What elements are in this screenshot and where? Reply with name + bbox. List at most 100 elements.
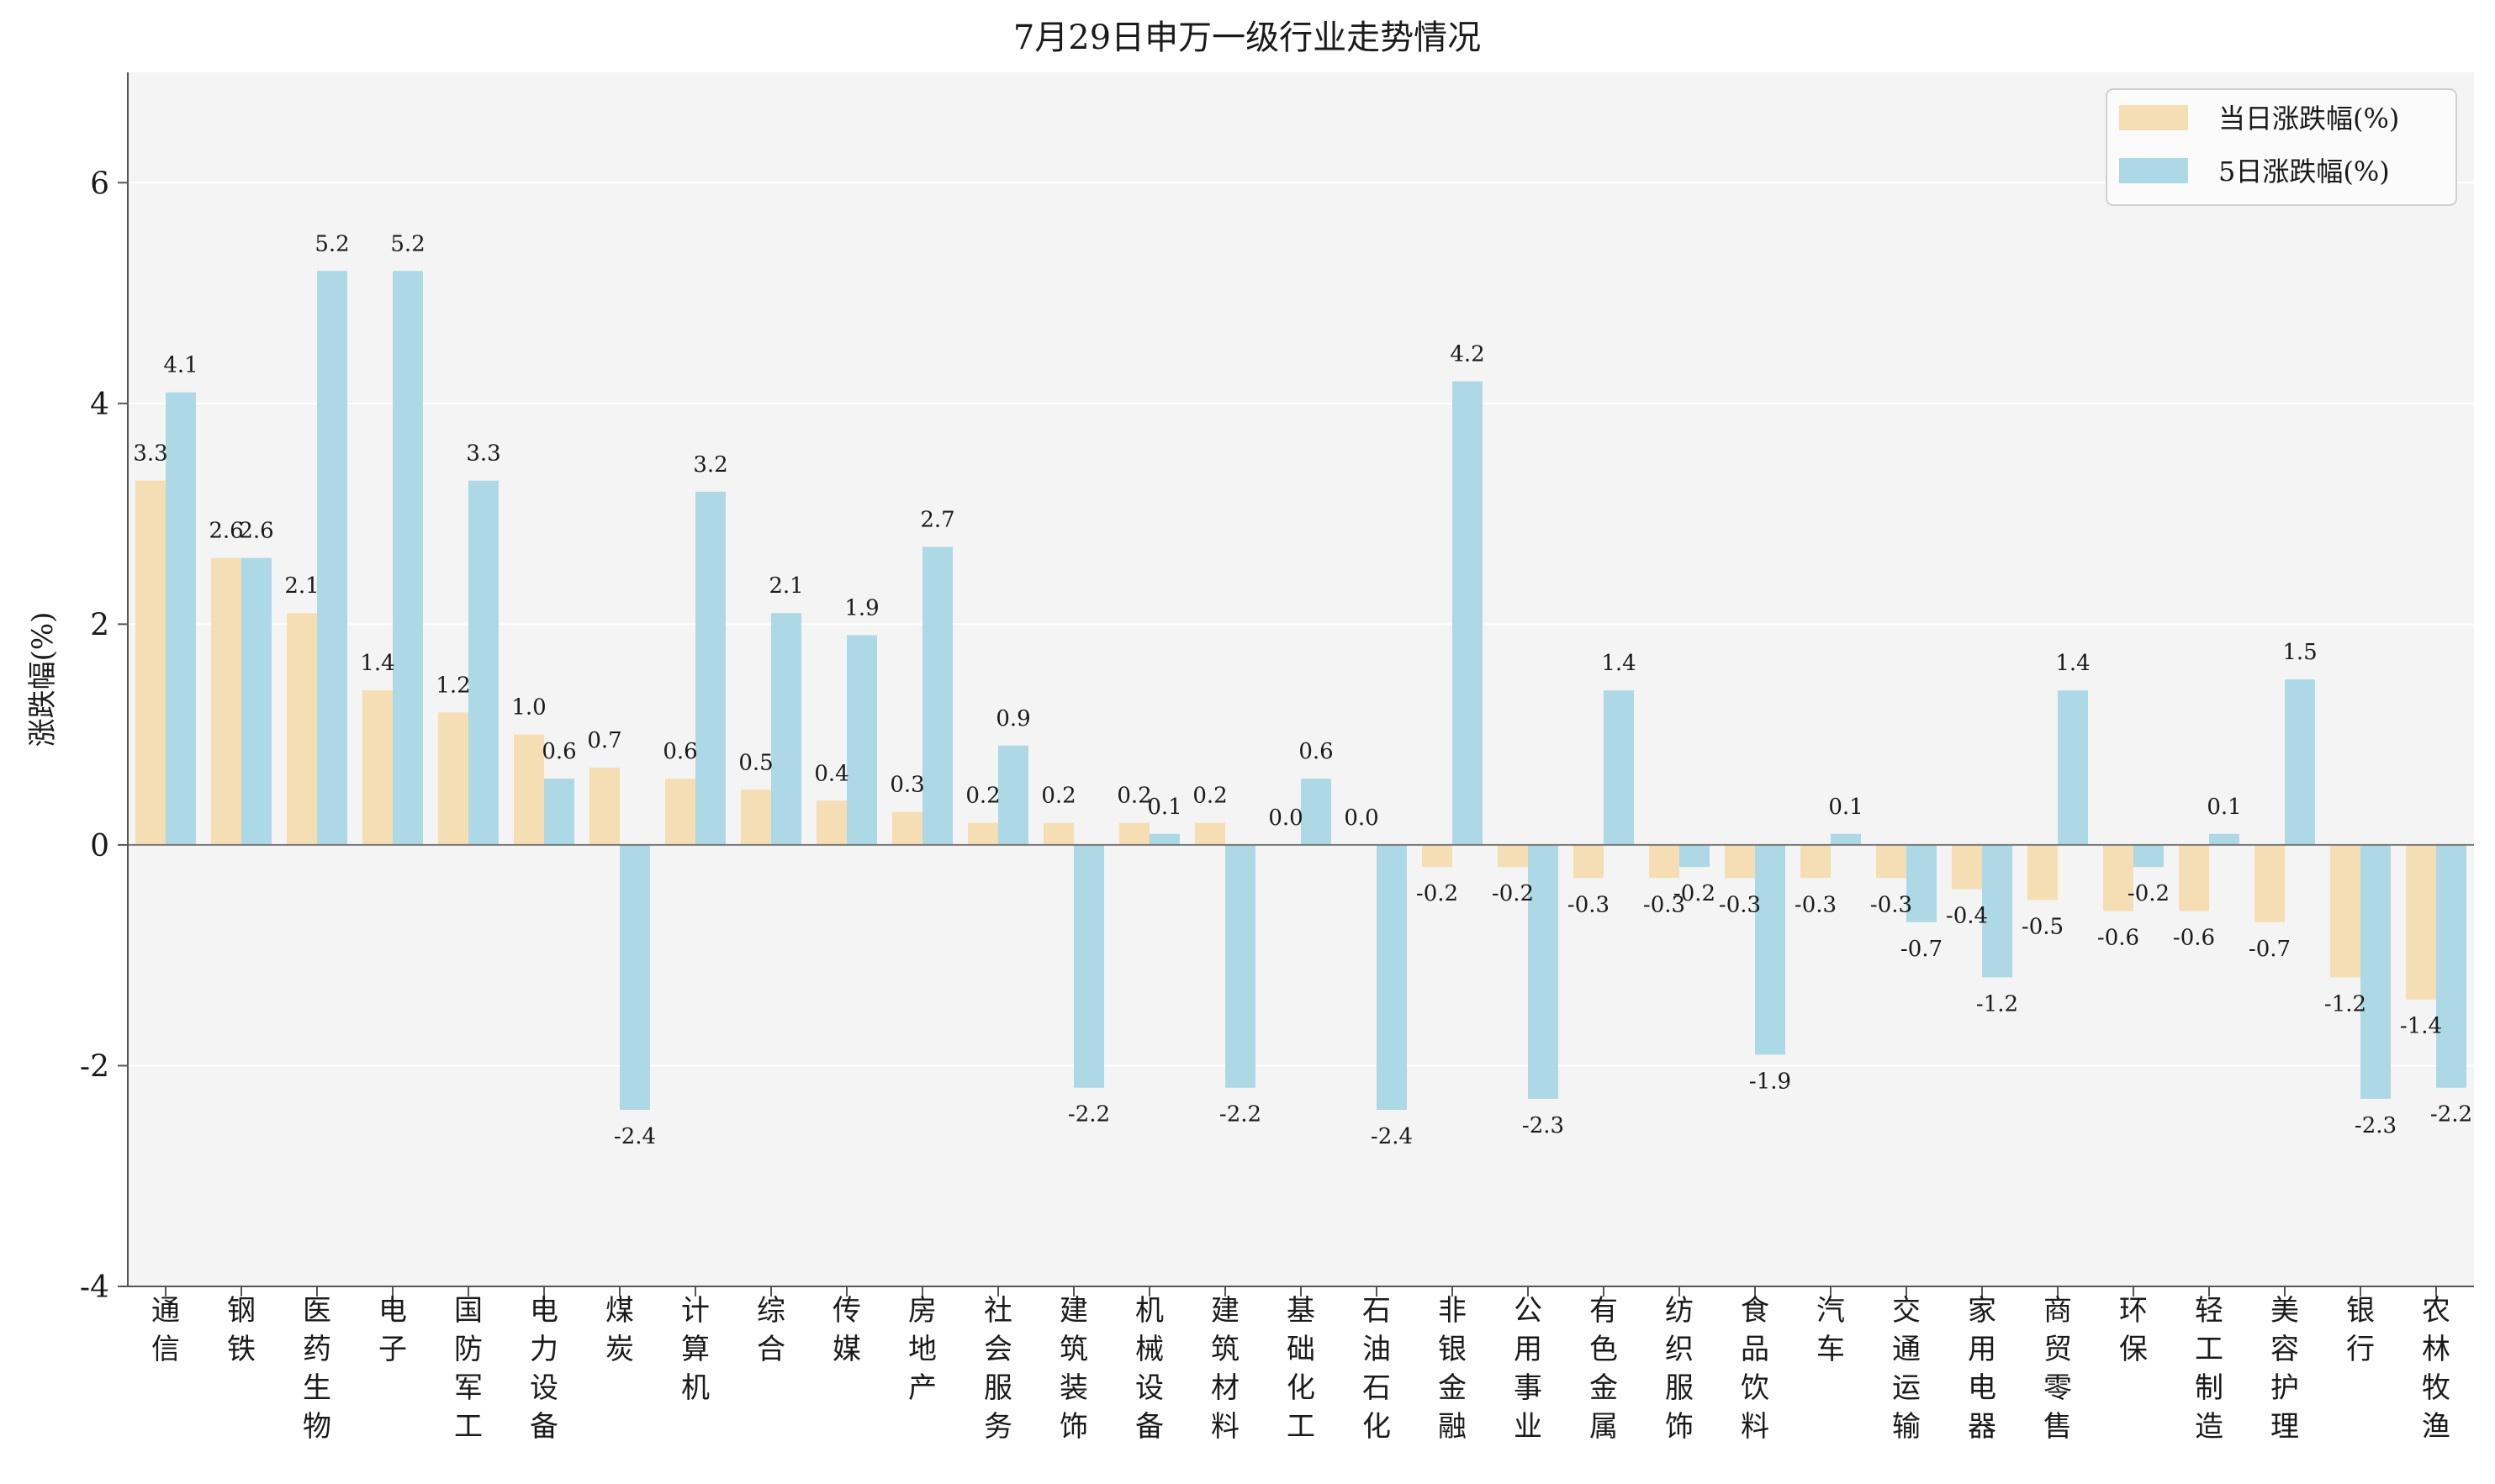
data-label-daily: -1.2 [2324,991,2366,1017]
y-tick-label: -4 [80,1270,109,1305]
data-label-daily: 1.2 [436,673,470,698]
bar-daily [1952,844,1982,890]
bar-5day [1377,844,1407,1110]
data-label-5day: -1.2 [1976,991,2018,1017]
data-label-5day: 3.3 [466,441,500,467]
data-label-daily: 3.3 [133,441,167,467]
bar-5day [2058,690,2088,845]
data-label-daily: -0.7 [2249,937,2291,962]
category-label: 建筑装饰 [1060,1294,1088,1444]
data-label-5day: -2.2 [2430,1102,2472,1128]
bar-5day [393,271,423,845]
bar-5day [1906,844,1937,922]
data-label-5day: -2.4 [1371,1124,1413,1149]
data-label-daily: 2.1 [284,573,319,599]
data-label-daily: 0.2 [1041,784,1076,809]
data-label-daily: -0.2 [1492,881,1534,906]
bar-5day [998,745,1028,845]
bar-daily [1119,822,1150,845]
category-label: 汽车 [1816,1294,1845,1366]
category-label: 钢铁 [227,1294,256,1366]
bar-5day [2133,844,2164,868]
data-label-5day: -2.4 [614,1124,656,1149]
bar-daily [589,768,620,845]
data-label-daily: -0.6 [2173,926,2215,951]
category-label: 家用电器 [1968,1294,1996,1444]
legend-swatch-daily [2119,105,2188,130]
bar-daily [1195,822,1225,845]
data-label-5day: 1.9 [844,595,879,621]
data-label-5day: 3.2 [693,452,727,478]
bar-daily [287,613,317,845]
bar-daily [892,811,922,845]
data-label-daily: 0.0 [1344,805,1378,831]
data-labels: 3.3 4.1 2.62.6 2.1 5.2 1.4 5.2 1.2 3.3 1.0 0.6 0.7 -… [133,231,2472,1149]
chart-title: 7月29日申万一级行业走势情况 [1013,18,1481,57]
data-label-daily: 2.6 [209,519,243,544]
bar-5day [1604,690,1634,845]
data-label-5day: -0.2 [1673,881,1715,906]
data-label-daily: 0.2 [1117,784,1151,809]
category-label: 商贸零售 [2043,1294,2072,1444]
bar-daily [2330,844,2360,978]
bar-daily [2179,844,2209,911]
bar-daily [211,557,241,845]
data-label-daily: -0.6 [2097,926,2139,951]
category-label: 非银金融 [1438,1294,1467,1444]
category-label: 房地产 [908,1294,937,1405]
category-label: 社会服务 [984,1294,1012,1444]
data-label-5day: 1.4 [1601,651,1636,676]
bar-5day [2209,833,2239,845]
data-label-daily: -0.3 [1719,892,1761,917]
data-label-5day: -2.2 [1068,1102,1110,1128]
bar-daily [1649,844,1679,879]
category-label: 基础化工 [1287,1294,1315,1444]
category-label: 电子 [378,1294,407,1366]
bar-5day [771,613,801,845]
category-label: 纺织服饰 [1665,1294,1694,1444]
data-label-5day: -1.9 [1749,1069,1791,1094]
category-label: 公用事业 [1514,1294,1542,1444]
category-label: 银行 [2346,1294,2375,1366]
data-label-daily: -0.4 [1946,903,1988,928]
bar-daily [741,790,771,845]
category-label: 食品饮料 [1741,1294,1769,1444]
bar-5day [922,547,953,845]
bar-5day [468,480,499,845]
bar-daily [1573,844,1604,879]
bar-5day [317,271,347,845]
category-label: 建筑材料 [1211,1294,1240,1444]
data-label-daily: -0.3 [1870,892,1912,917]
bar-daily [438,712,468,845]
data-label-daily: -0.2 [1416,881,1458,906]
data-label-5day: 0.1 [2207,795,2241,820]
data-label-5day: 5.2 [390,231,425,256]
data-label-daily: -0.3 [1567,892,1610,917]
data-label-5day: -2.3 [2355,1113,2397,1138]
data-label-daily: 0.7 [587,728,621,753]
data-label-5day: 0.1 [1147,795,1181,820]
data-label-5day: -2.3 [1522,1113,1564,1138]
bar-5day [1150,833,1180,845]
data-label-5day: 0.6 [1298,739,1333,764]
data-label-daily: 1.4 [360,651,394,676]
axes: -4 -2 0 2 4 6 [80,72,2474,1305]
legend-box [2106,88,2457,206]
category-label: 通信 [151,1294,180,1366]
bar-daily [665,779,695,845]
data-label-5day: 1.5 [2282,640,2317,665]
data-label-daily: 1.0 [511,695,546,721]
bar-5day [1831,833,1861,845]
bar-daily [135,480,166,845]
bar-5day [695,491,726,845]
bar-daily [514,734,544,845]
bar-daily [1876,844,1906,879]
category-label: 电力设备 [530,1294,558,1444]
data-label-daily: 0.6 [663,739,697,764]
bar-daily [2103,844,2133,911]
bar-5day [544,779,574,845]
data-label-5day: 1.4 [2055,651,2090,676]
bar-5day [2285,679,2315,845]
